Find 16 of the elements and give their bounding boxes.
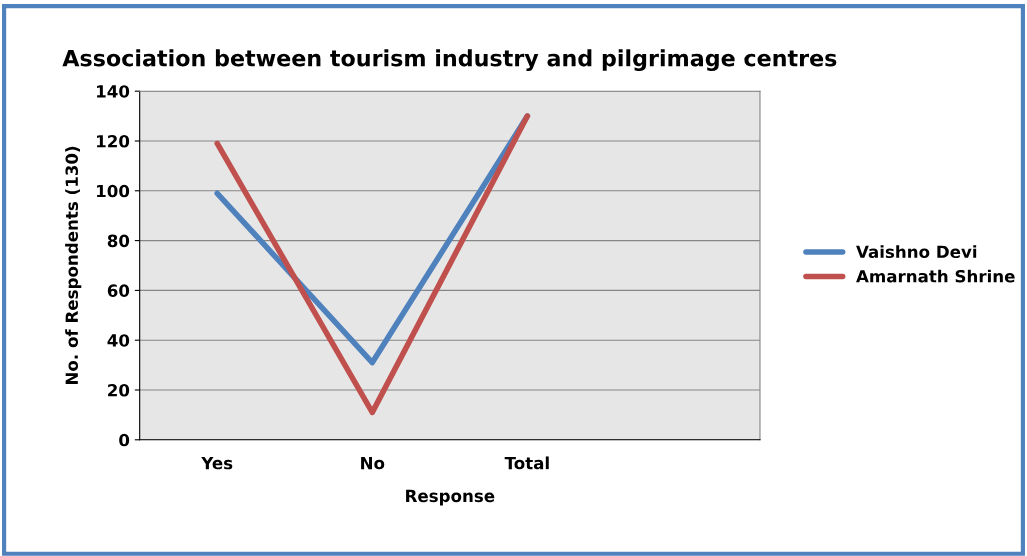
x-tick-label: No [361, 456, 385, 470]
y-tick-label: 20 [108, 383, 130, 397]
legend-label: Amarnath Shrine [856, 269, 1015, 283]
y-tick-label: 40 [107, 334, 130, 347]
y-axis-title: No. of Respondents (130) [65, 146, 82, 385]
y-tick-label: 80 [107, 234, 130, 248]
x-tick-label: Total [504, 456, 549, 470]
y-tick-label: 100 [97, 184, 130, 198]
chart-title: Association between tourism industry and pilgrimage centres [62, 49, 837, 71]
legend-label: Vaishno Devi [856, 245, 977, 259]
y-tick-label: 140 [97, 85, 130, 98]
x-axis-title: Response [406, 489, 495, 506]
y-tick-label: 120 [97, 134, 130, 148]
y-tick-label: 0 [119, 433, 130, 447]
y-tick-label: 60 [107, 284, 130, 297]
x-tick-label: Yes [201, 456, 233, 470]
